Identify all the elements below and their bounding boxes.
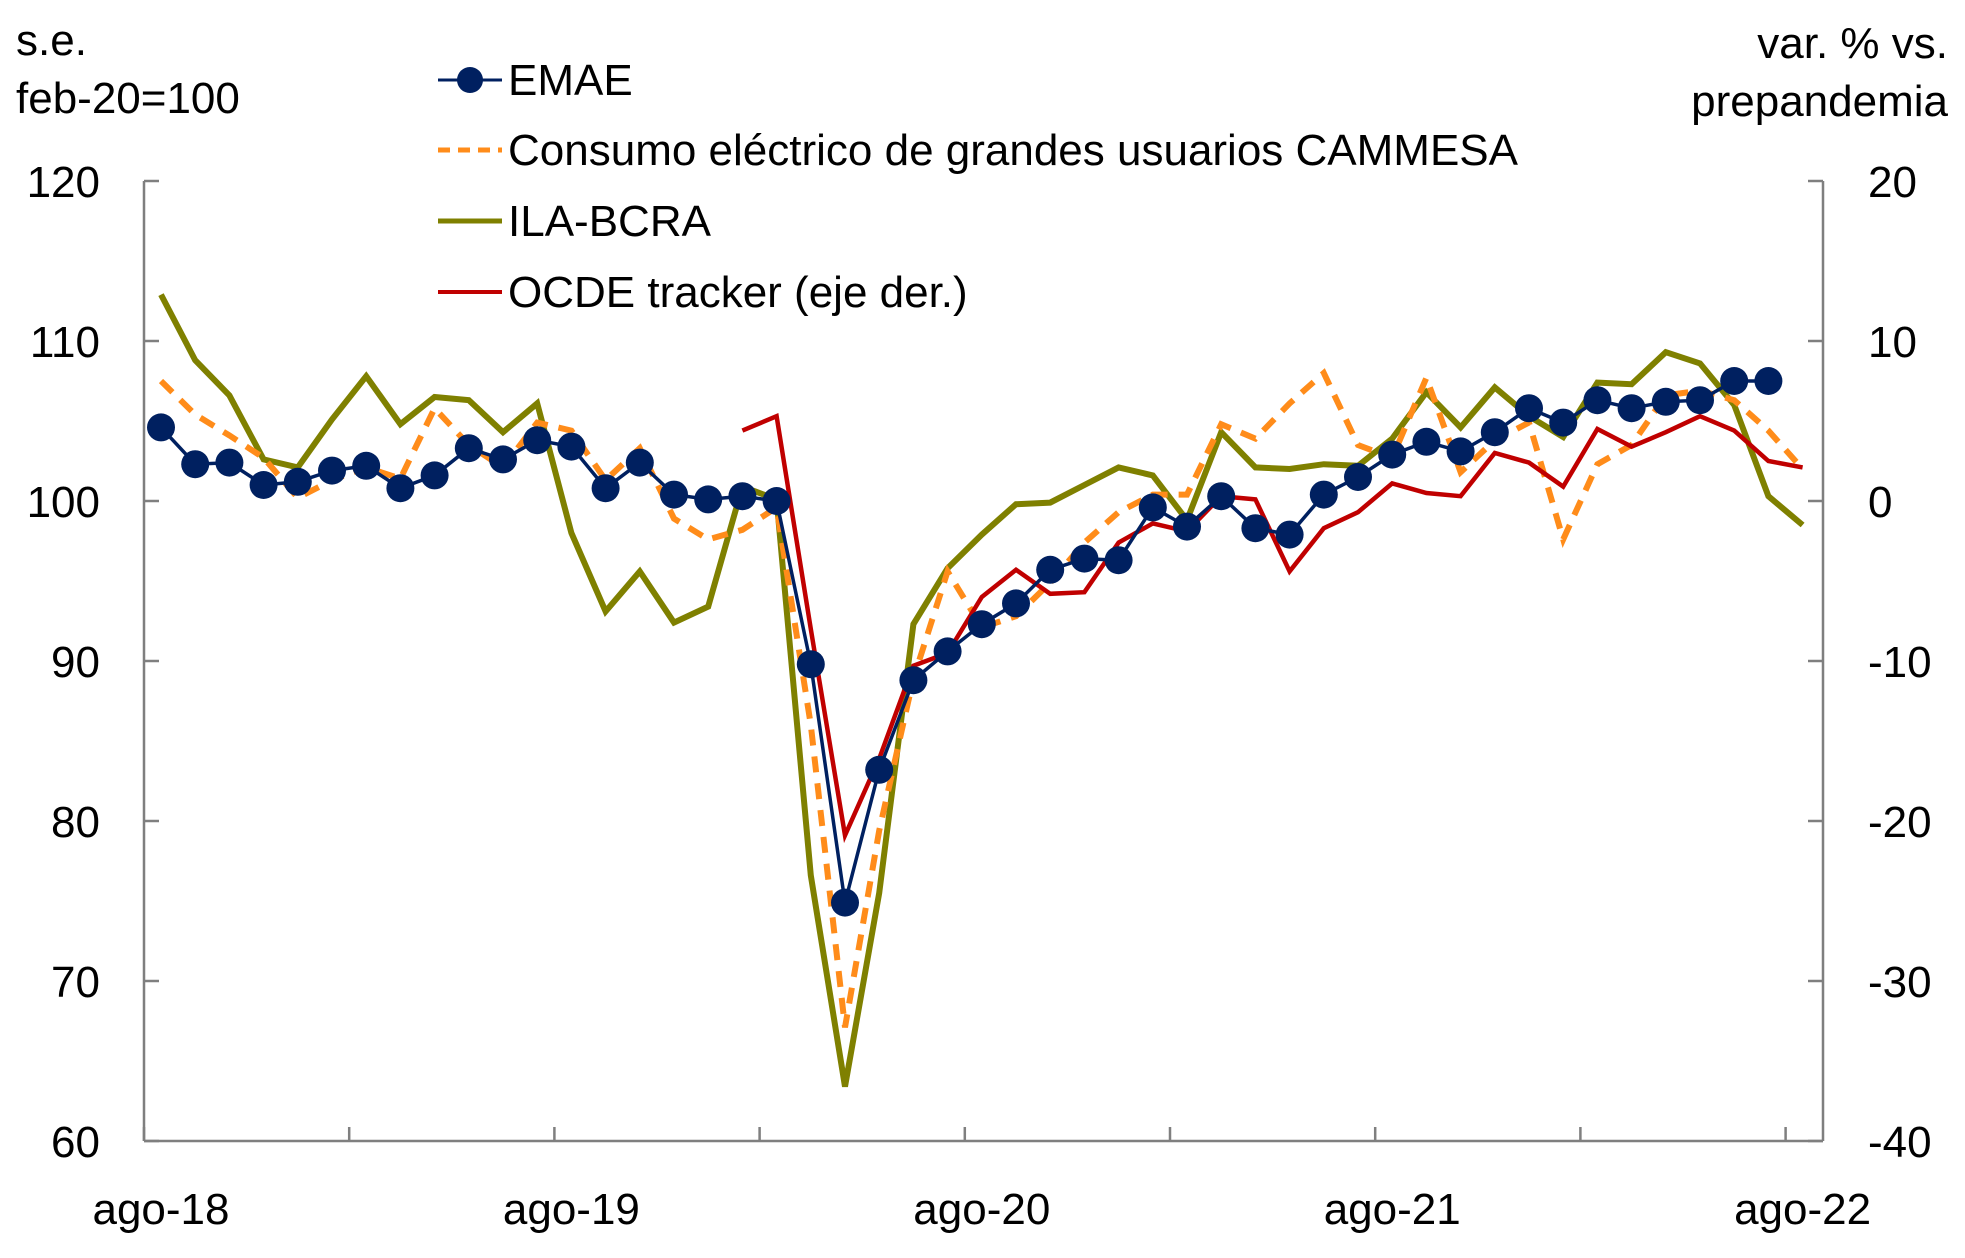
series-consumo-el-ctrico-de-grandes-usuarios-cammesa <box>158 368 1805 1028</box>
data-point <box>454 434 483 463</box>
right-axis-tick-label: 20 <box>1868 158 1917 207</box>
data-point <box>967 610 996 639</box>
left-axis-tick-label: 100 <box>27 478 100 527</box>
left-axis-tick-label: 90 <box>51 638 100 687</box>
data-point <box>557 432 586 461</box>
data-point <box>1275 520 1304 549</box>
data-point <box>1207 482 1236 511</box>
x-axis-tick-label: ago-20 <box>913 1185 1050 1234</box>
right-axis-ticks: -40 -30 -20 -10 0 10 20 <box>1808 158 1932 1167</box>
data-point <box>1241 514 1270 543</box>
right-axis-tick-label: -20 <box>1868 798 1932 847</box>
data-point <box>523 426 552 455</box>
data-point <box>489 445 517 474</box>
x-axis-tick-label: ago-19 <box>503 1185 640 1234</box>
series-line <box>741 413 1804 844</box>
data-point <box>1686 386 1714 415</box>
legend: EMAE Consumo eléctrico de grandes usuari… <box>438 56 1519 317</box>
series-line <box>158 368 1805 1028</box>
data-point <box>1480 418 1509 447</box>
left-axis-title: s.e. feb-20=100 <box>16 16 240 123</box>
data-point <box>352 451 381 480</box>
data-point <box>1070 544 1099 573</box>
left-axis-ticks: 60 70 80 90 100 110 120 <box>27 158 159 1167</box>
legend-label-emae: EMAE <box>508 56 633 105</box>
data-point <box>899 666 928 695</box>
data-point <box>660 480 688 509</box>
legend-label-ocde: OCDE tracker (eje der.) <box>508 268 968 317</box>
right-axis-tick-label: 0 <box>1868 478 1892 527</box>
data-point <box>1344 463 1372 491</box>
data-point <box>1446 437 1475 466</box>
left-axis-tick-label: 110 <box>30 318 100 367</box>
data-point <box>283 467 312 496</box>
data-point <box>933 637 962 666</box>
data-point <box>1583 386 1612 415</box>
right-axis-tick-label: -10 <box>1868 638 1932 687</box>
x-axis-tick-label: ago-21 <box>1324 1185 1461 1234</box>
data-point <box>249 471 278 499</box>
data-point <box>181 450 210 479</box>
data-point <box>1549 408 1578 437</box>
data-point <box>147 413 175 442</box>
series-emae <box>147 367 1783 917</box>
data-point <box>420 461 449 490</box>
data-point <box>1138 493 1167 522</box>
data-point <box>625 448 654 477</box>
data-point <box>1378 440 1407 469</box>
data-point <box>1309 480 1338 509</box>
right-axis-title-line-2: prepandemia <box>1691 77 1948 126</box>
data-point <box>1651 387 1680 416</box>
series-line <box>159 379 1769 904</box>
left-axis-tick-label: 60 <box>51 1118 100 1167</box>
x-axis-tick-label: ago-22 <box>1734 1185 1871 1234</box>
data-point <box>1173 512 1201 541</box>
data-point <box>1104 546 1133 575</box>
data-point <box>215 448 244 477</box>
right-axis-title-line-1: var. % vs. <box>1757 19 1948 68</box>
left-axis-title-line-2: feb-20=100 <box>16 74 240 123</box>
data-point <box>728 482 757 511</box>
right-axis-title: var. % vs. prepandemia <box>1691 19 1948 126</box>
data-point <box>1412 427 1441 456</box>
legend-item-emae: EMAE <box>438 56 633 105</box>
data-point <box>386 474 415 503</box>
data-point <box>1754 367 1783 395</box>
left-axis-tick-label: 70 <box>51 958 100 1007</box>
right-axis-tick-label: 10 <box>1868 318 1917 367</box>
data-point <box>796 650 825 679</box>
legend-label-ila-bcra: ILA-BCRA <box>508 197 712 246</box>
left-axis-title-line-1: s.e. <box>16 16 87 65</box>
data-point <box>318 456 346 485</box>
x-axis-ticks: ago-18 ago-19 ago-20 ago-21 ago-22 <box>92 1127 1871 1234</box>
left-axis-tick-label: 120 <box>27 158 100 207</box>
data-point <box>1617 394 1646 423</box>
data-point <box>1036 555 1065 584</box>
data-point <box>1002 589 1030 618</box>
legend-marker-emae <box>457 67 483 93</box>
legend-item-ocde: OCDE tracker (eje der.) <box>438 268 968 317</box>
data-point <box>762 487 791 515</box>
right-axis-tick-label: -30 <box>1868 958 1932 1007</box>
data-point <box>1515 394 1543 423</box>
right-axis-tick-label: -40 <box>1868 1118 1932 1167</box>
legend-item-cammesa: Consumo eléctrico de grandes usuarios CA… <box>438 126 1519 175</box>
legend-item-ila-bcra: ILA-BCRA <box>438 197 712 246</box>
x-axis-tick-label: ago-18 <box>92 1185 229 1234</box>
data-point <box>694 485 723 514</box>
data-point <box>831 888 859 917</box>
legend-label-cammesa: Consumo eléctrico de grandes usuarios CA… <box>508 126 1519 175</box>
series-ocde-tracker-eje-der <box>741 413 1804 844</box>
data-point <box>1720 367 1749 395</box>
data-point <box>591 474 620 503</box>
left-axis-tick-label: 80 <box>51 798 100 847</box>
series-layer <box>147 293 1805 1088</box>
data-point <box>865 755 894 784</box>
